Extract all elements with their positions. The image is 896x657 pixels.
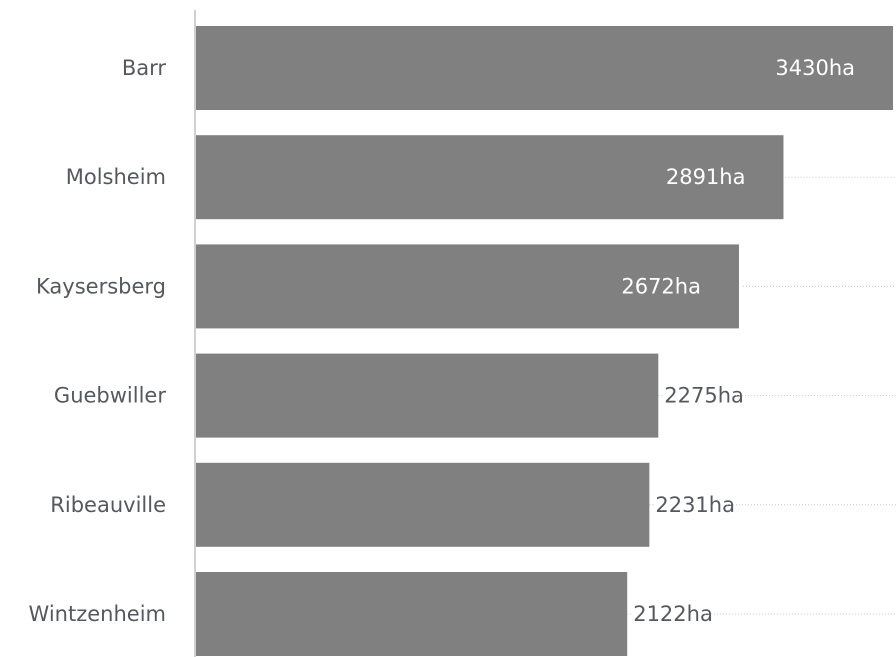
value-label: 2231ha xyxy=(655,493,735,517)
bar xyxy=(196,462,650,547)
category-label: Wintzenheim xyxy=(29,602,166,626)
value-label: 2275ha xyxy=(664,384,744,408)
category-label: Kaysersberg xyxy=(36,274,166,298)
bar xyxy=(196,26,893,110)
category-label: Ribeauville xyxy=(50,493,166,517)
bar xyxy=(196,244,739,329)
bar xyxy=(196,572,628,656)
bar xyxy=(196,353,659,438)
category-label: Molsheim xyxy=(66,165,166,189)
value-label: 2891ha xyxy=(666,165,746,189)
value-label: 2122ha xyxy=(633,602,713,626)
category-label: Barr xyxy=(122,56,167,80)
value-label: 3430ha xyxy=(775,56,855,80)
value-label: 2672ha xyxy=(621,274,701,298)
category-label: Guebwiller xyxy=(54,384,166,408)
bar xyxy=(196,135,784,220)
